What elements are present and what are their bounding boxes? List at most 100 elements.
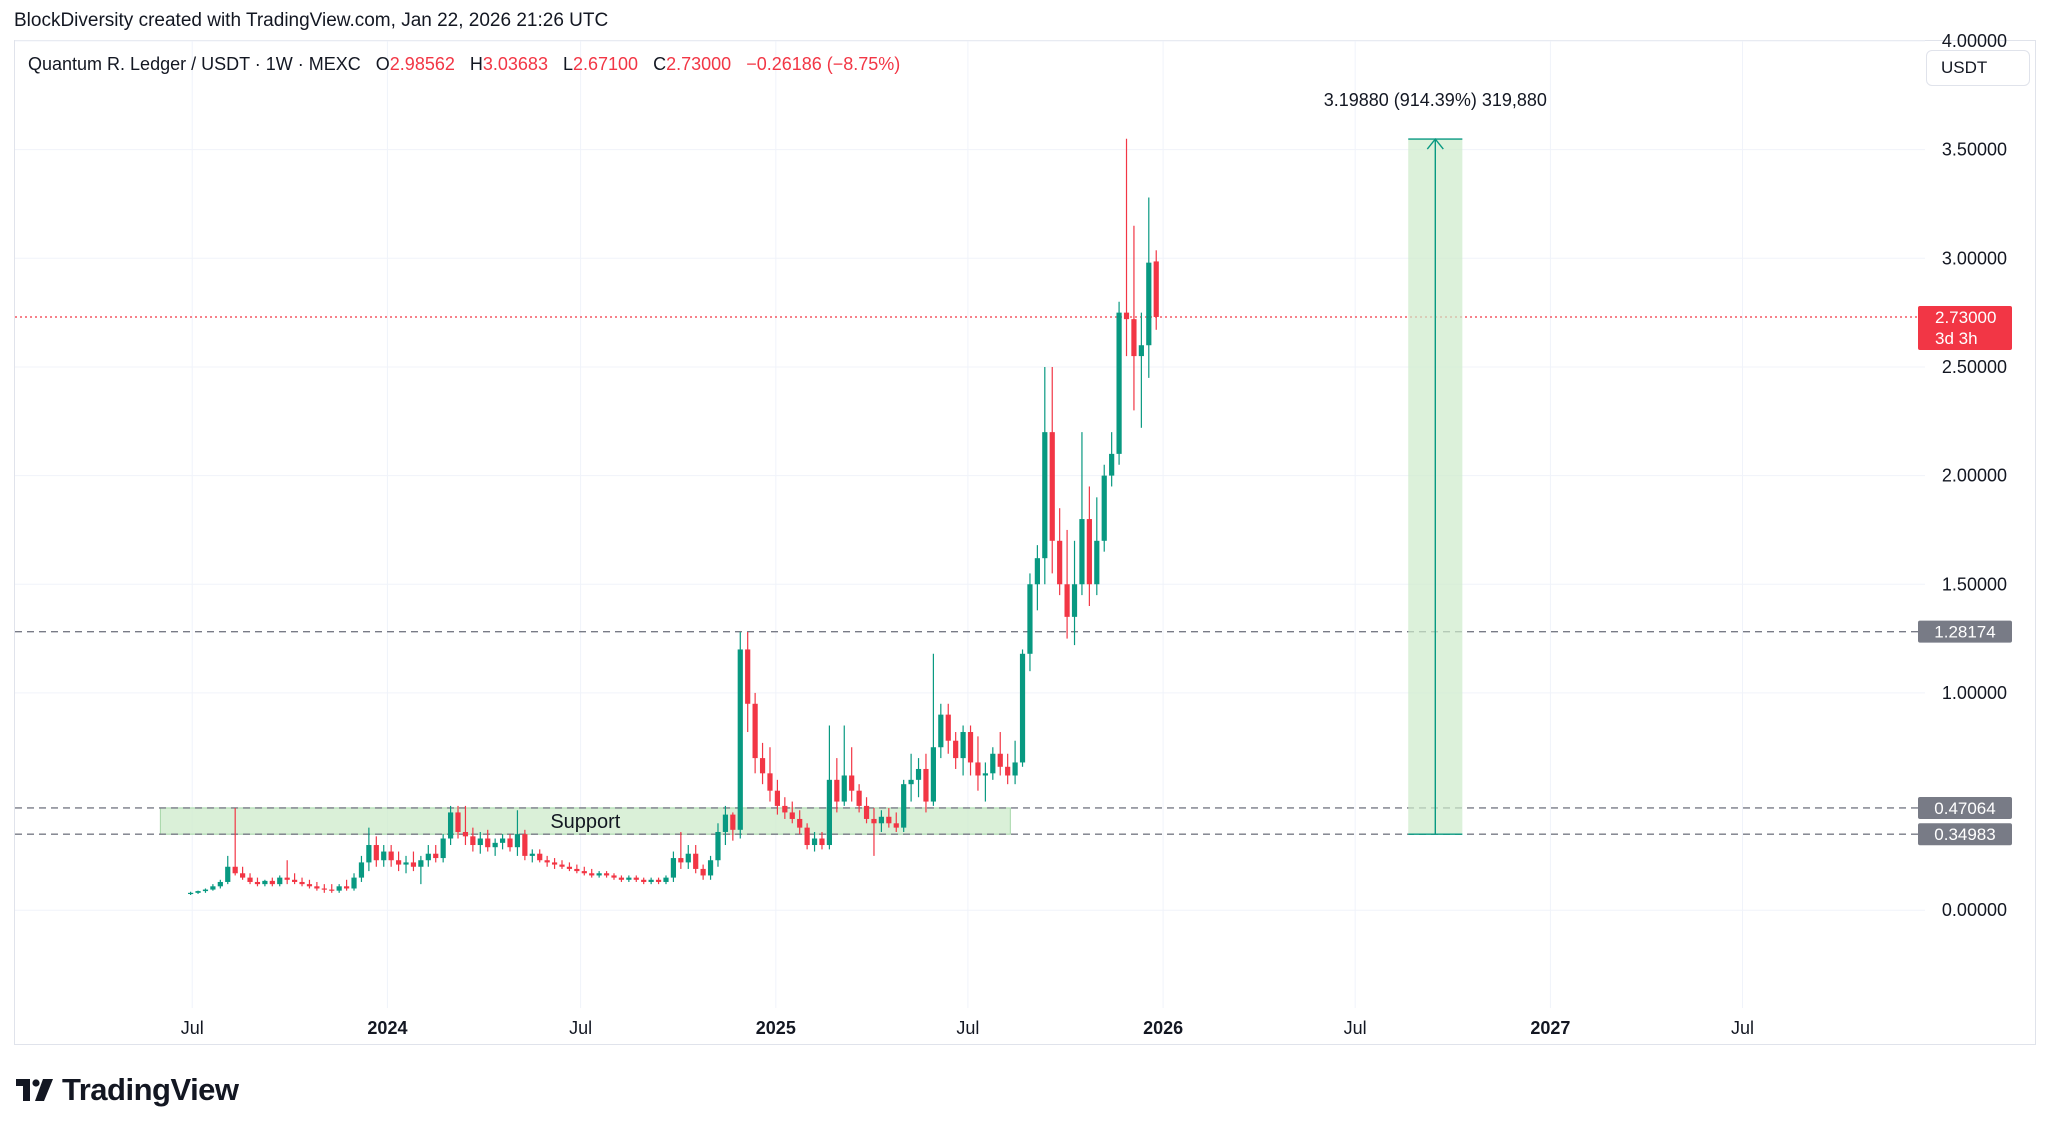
time-tick-label: Jul [1344,1018,1367,1038]
candle-body [626,877,632,880]
candle-body [863,805,870,819]
candle-body [1042,432,1048,559]
price-tick-label: 0.00000 [1942,900,2007,920]
candle-body [908,779,914,785]
level-badge-label: 0.34983 [1934,825,1995,844]
measure-label: 3.19880 (914.39%) 319,880 [1324,90,1547,110]
close-value: 2.73000 [666,54,732,74]
level-badge [1918,620,2012,643]
candle-body [856,790,862,806]
candle-body [462,831,469,837]
close-label: C [653,54,667,74]
candle-body [1005,766,1011,776]
candle-body [655,879,662,882]
candle-body [1012,762,1018,776]
candle-body [1123,312,1130,320]
candle-body [202,889,209,892]
candle-body [299,881,305,885]
candle-body [990,753,996,774]
candle-body [544,860,550,863]
measure-arrow-head [1426,137,1444,150]
symbol-name[interactable]: Quantum R. Ledger / USDT · 1W · MEXC [28,54,361,74]
candle-body [1086,519,1092,585]
candle-body [247,877,253,882]
candle-body [433,853,439,859]
candle-body [254,881,261,885]
support-zone: Support [159,807,1011,835]
candle-body [1101,475,1107,541]
candle-body [901,784,907,828]
logo-text: TradingView [62,1072,239,1107]
low-label: L [562,54,573,74]
candle-body [306,884,313,887]
candle-body [589,873,595,876]
candle-body [485,838,491,848]
candle-body [1153,261,1159,317]
time-tick-label: 2026 [1143,1018,1183,1038]
price-tick-label: 2.00000 [1942,466,2007,486]
time-tick-label: Jul [1731,1018,1754,1038]
candle-body [715,831,721,861]
candle-body [232,866,238,874]
candle-body [953,740,959,759]
candle-body [1019,653,1026,763]
price-tick-label: 1.00000 [1942,683,2007,703]
candle-body [1131,319,1137,357]
price-tick-label: 3.00000 [1942,248,2007,268]
price-tick-label: 1.50000 [1942,574,2007,594]
candle-body [700,868,706,876]
candle-body [603,873,610,876]
candle-body [759,758,766,774]
time-tick-label: 2024 [367,1018,407,1038]
level-badge-label: 1.28174 [1934,623,1995,642]
candle-body [1034,558,1040,585]
tradingview-logo-icon [16,1079,53,1101]
candle-body [826,779,833,846]
candle-body [945,714,951,741]
candle-body [343,886,350,889]
candle-body [633,877,639,880]
candle-body [849,775,855,791]
currency-selector[interactable]: USDT [1926,50,2030,86]
candle-body [641,879,647,882]
candle-body [1057,540,1063,585]
candle-body [1116,312,1122,454]
candle-body [1146,262,1152,346]
candle-body [811,838,818,846]
candle-body [321,888,327,890]
candle-body [440,838,446,859]
time-tick-label: Jul [569,1018,592,1038]
level-badge [1918,796,2012,819]
last-price-badge [1918,305,2012,350]
candle-body [225,866,231,882]
open-label: O [375,54,390,74]
candle-body [277,877,283,885]
candle-body [745,649,751,704]
candle-body [537,853,543,861]
candle-body [262,880,268,885]
support-zone-label: Support [550,811,620,833]
candle-body [314,886,320,889]
candle-body [804,827,810,846]
horizontal-levels [15,316,1925,835]
candle-body [403,862,409,865]
candle-body [566,866,573,869]
candle-body [789,812,795,819]
candle-body [284,877,290,880]
axes: 4.00000 3.50000 3.00000 2.50000 2.00000 1.500… [181,31,2012,1038]
candle-body [834,779,840,802]
tradingview-logo[interactable]: TradingView [16,1072,239,1108]
candle-body [967,732,974,763]
candle-body [975,762,981,776]
symbol-legend: Quantum R. Ledger / USDT · 1W · MEXC O 2.… [28,54,900,75]
candle-body [529,853,535,856]
candle-body [581,871,587,874]
candle-body [663,877,669,882]
candle-body [373,845,379,861]
price-tick-label: 4.00000 [1942,31,2007,51]
candle-body [455,812,461,832]
support-zone-box [159,807,1011,835]
candle-body [358,862,365,878]
high-label: H [469,54,483,74]
